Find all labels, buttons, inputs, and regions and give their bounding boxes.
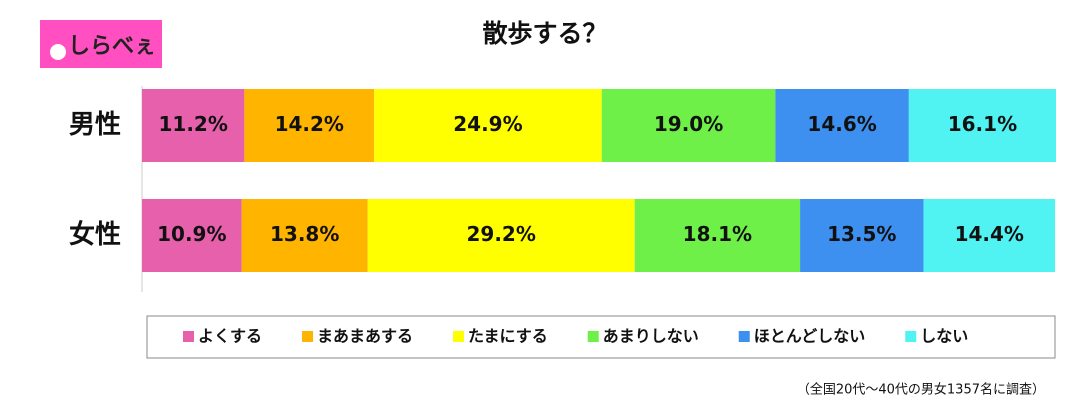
bar-segment: [244, 89, 375, 162]
value-label: 13.8%: [270, 222, 339, 246]
value-label: 16.1%: [948, 112, 1017, 136]
bar-segment: [908, 89, 1056, 162]
legend-label: あまりしない: [603, 327, 699, 346]
legend-swatch: [587, 331, 599, 342]
legend-label: よくする: [198, 327, 262, 346]
bar-segment: [775, 89, 909, 162]
legend-swatch: [302, 331, 314, 342]
legend-swatch: [183, 331, 194, 342]
value-label: 24.9%: [453, 112, 522, 136]
logo-background: [40, 20, 162, 68]
value-label: 14.4%: [955, 222, 1024, 246]
logo: しらべぇ: [68, 34, 156, 59]
bar-segment: [142, 89, 245, 162]
legend-label: たまにする: [468, 327, 548, 346]
bar-segment: [374, 89, 602, 162]
legend-label: ほとんどしない: [754, 327, 866, 346]
legend-label: しない: [920, 327, 968, 346]
footnote: （全国20代～40代の男女1357名に調査）: [797, 382, 1045, 398]
legend-swatch: [738, 331, 750, 342]
value-label: 19.0%: [654, 112, 723, 136]
logo-icon: [50, 44, 66, 60]
legend-box: [146, 315, 1056, 359]
value-label: 10.9%: [157, 222, 226, 246]
category-label: 女性: [69, 219, 121, 250]
bar-segment: [601, 89, 776, 162]
bar-segment: [367, 199, 635, 272]
value-label: 13.5%: [827, 222, 896, 246]
legend-label: まあまあする: [317, 327, 413, 346]
legend-swatch: [905, 331, 917, 342]
chart-title: 散歩する？: [482, 19, 607, 48]
bar-segment: [923, 199, 1056, 272]
value-label: 14.2%: [275, 112, 344, 136]
bar-segment: [241, 199, 368, 272]
value-label: 29.2%: [467, 222, 536, 246]
value-label: 14.6%: [807, 112, 876, 136]
category-label: 男性: [69, 110, 121, 140]
legend-swatch: [453, 331, 465, 342]
value-label: 18.1%: [683, 222, 752, 246]
bar-segment: [634, 199, 801, 272]
bar-segment: [142, 199, 242, 272]
value-label: 11.2%: [158, 112, 227, 136]
bar-segment: [800, 199, 924, 272]
